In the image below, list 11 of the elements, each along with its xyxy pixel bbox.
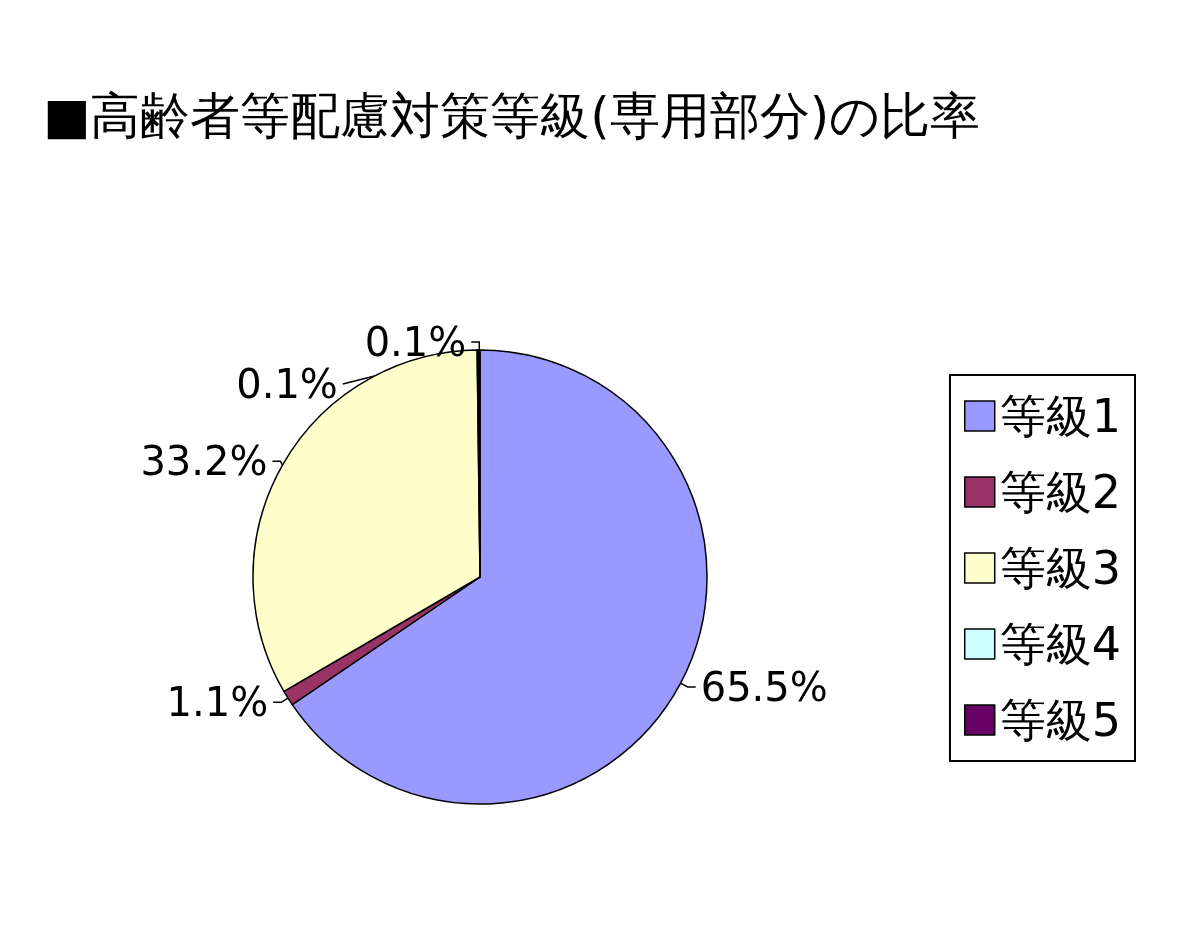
legend-label: 等級1 [999, 389, 1122, 443]
chart-title: ■高齢者等配慮対策等級(専用部分)の比率 [43, 87, 981, 145]
data-label: 0.1% [364, 319, 467, 365]
data-label: 65.5% [700, 663, 828, 710]
legend-label: 等級5 [999, 693, 1122, 747]
legend-label: 等級2 [999, 465, 1122, 519]
legend-label: 等級3 [999, 541, 1122, 595]
data-label: 0.1% [236, 361, 338, 407]
data-label: 1.1% [166, 679, 269, 726]
legend-label: 等級4 [999, 617, 1122, 671]
data-label: 33.2% [140, 438, 268, 485]
